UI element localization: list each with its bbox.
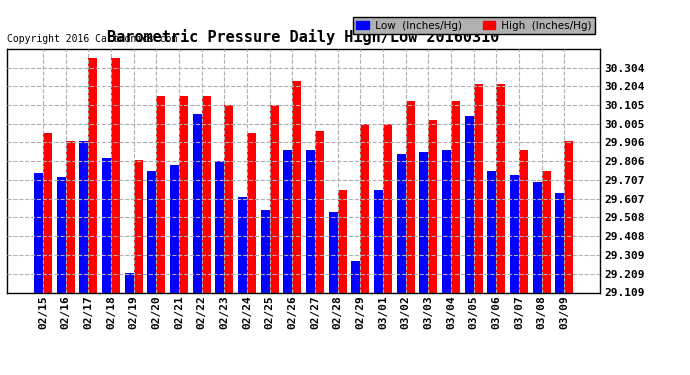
Text: Copyright 2016 Cartronics.com: Copyright 2016 Cartronics.com: [7, 34, 177, 44]
Bar: [519, 150, 528, 292]
Bar: [383, 124, 392, 292]
Bar: [542, 171, 551, 292]
Bar: [179, 96, 188, 292]
Bar: [261, 210, 270, 292]
Bar: [510, 175, 519, 292]
Bar: [270, 105, 279, 292]
Bar: [201, 96, 210, 292]
Bar: [238, 197, 247, 292]
Bar: [420, 152, 428, 292]
Bar: [351, 261, 360, 292]
Bar: [464, 116, 473, 292]
Bar: [124, 273, 134, 292]
Legend:  Low  (Inches/Hg),  High  (Inches/Hg): Low (Inches/Hg), High (Inches/Hg): [353, 17, 595, 34]
Bar: [215, 162, 224, 292]
Bar: [496, 84, 505, 292]
Bar: [170, 165, 179, 292]
Bar: [43, 133, 52, 292]
Bar: [328, 212, 337, 292]
Bar: [306, 150, 315, 292]
Bar: [283, 150, 293, 292]
Bar: [156, 96, 166, 292]
Bar: [34, 173, 43, 292]
Bar: [66, 141, 75, 292]
Bar: [193, 114, 201, 292]
Bar: [57, 177, 66, 292]
Bar: [533, 182, 542, 292]
Bar: [428, 120, 437, 292]
Bar: [224, 105, 233, 292]
Bar: [147, 171, 156, 292]
Bar: [397, 154, 406, 292]
Bar: [374, 190, 383, 292]
Bar: [451, 101, 460, 292]
Bar: [555, 194, 564, 292]
Bar: [406, 101, 415, 292]
Bar: [564, 141, 573, 292]
Title: Barometric Pressure Daily High/Low 20160310: Barometric Pressure Daily High/Low 20160…: [108, 29, 500, 45]
Bar: [337, 190, 346, 292]
Bar: [79, 141, 88, 292]
Bar: [473, 84, 483, 292]
Bar: [111, 58, 120, 292]
Bar: [442, 150, 451, 292]
Bar: [102, 158, 111, 292]
Bar: [88, 58, 97, 292]
Bar: [487, 171, 496, 292]
Bar: [315, 131, 324, 292]
Bar: [293, 81, 302, 292]
Bar: [134, 160, 143, 292]
Bar: [360, 124, 369, 292]
Bar: [247, 133, 256, 292]
